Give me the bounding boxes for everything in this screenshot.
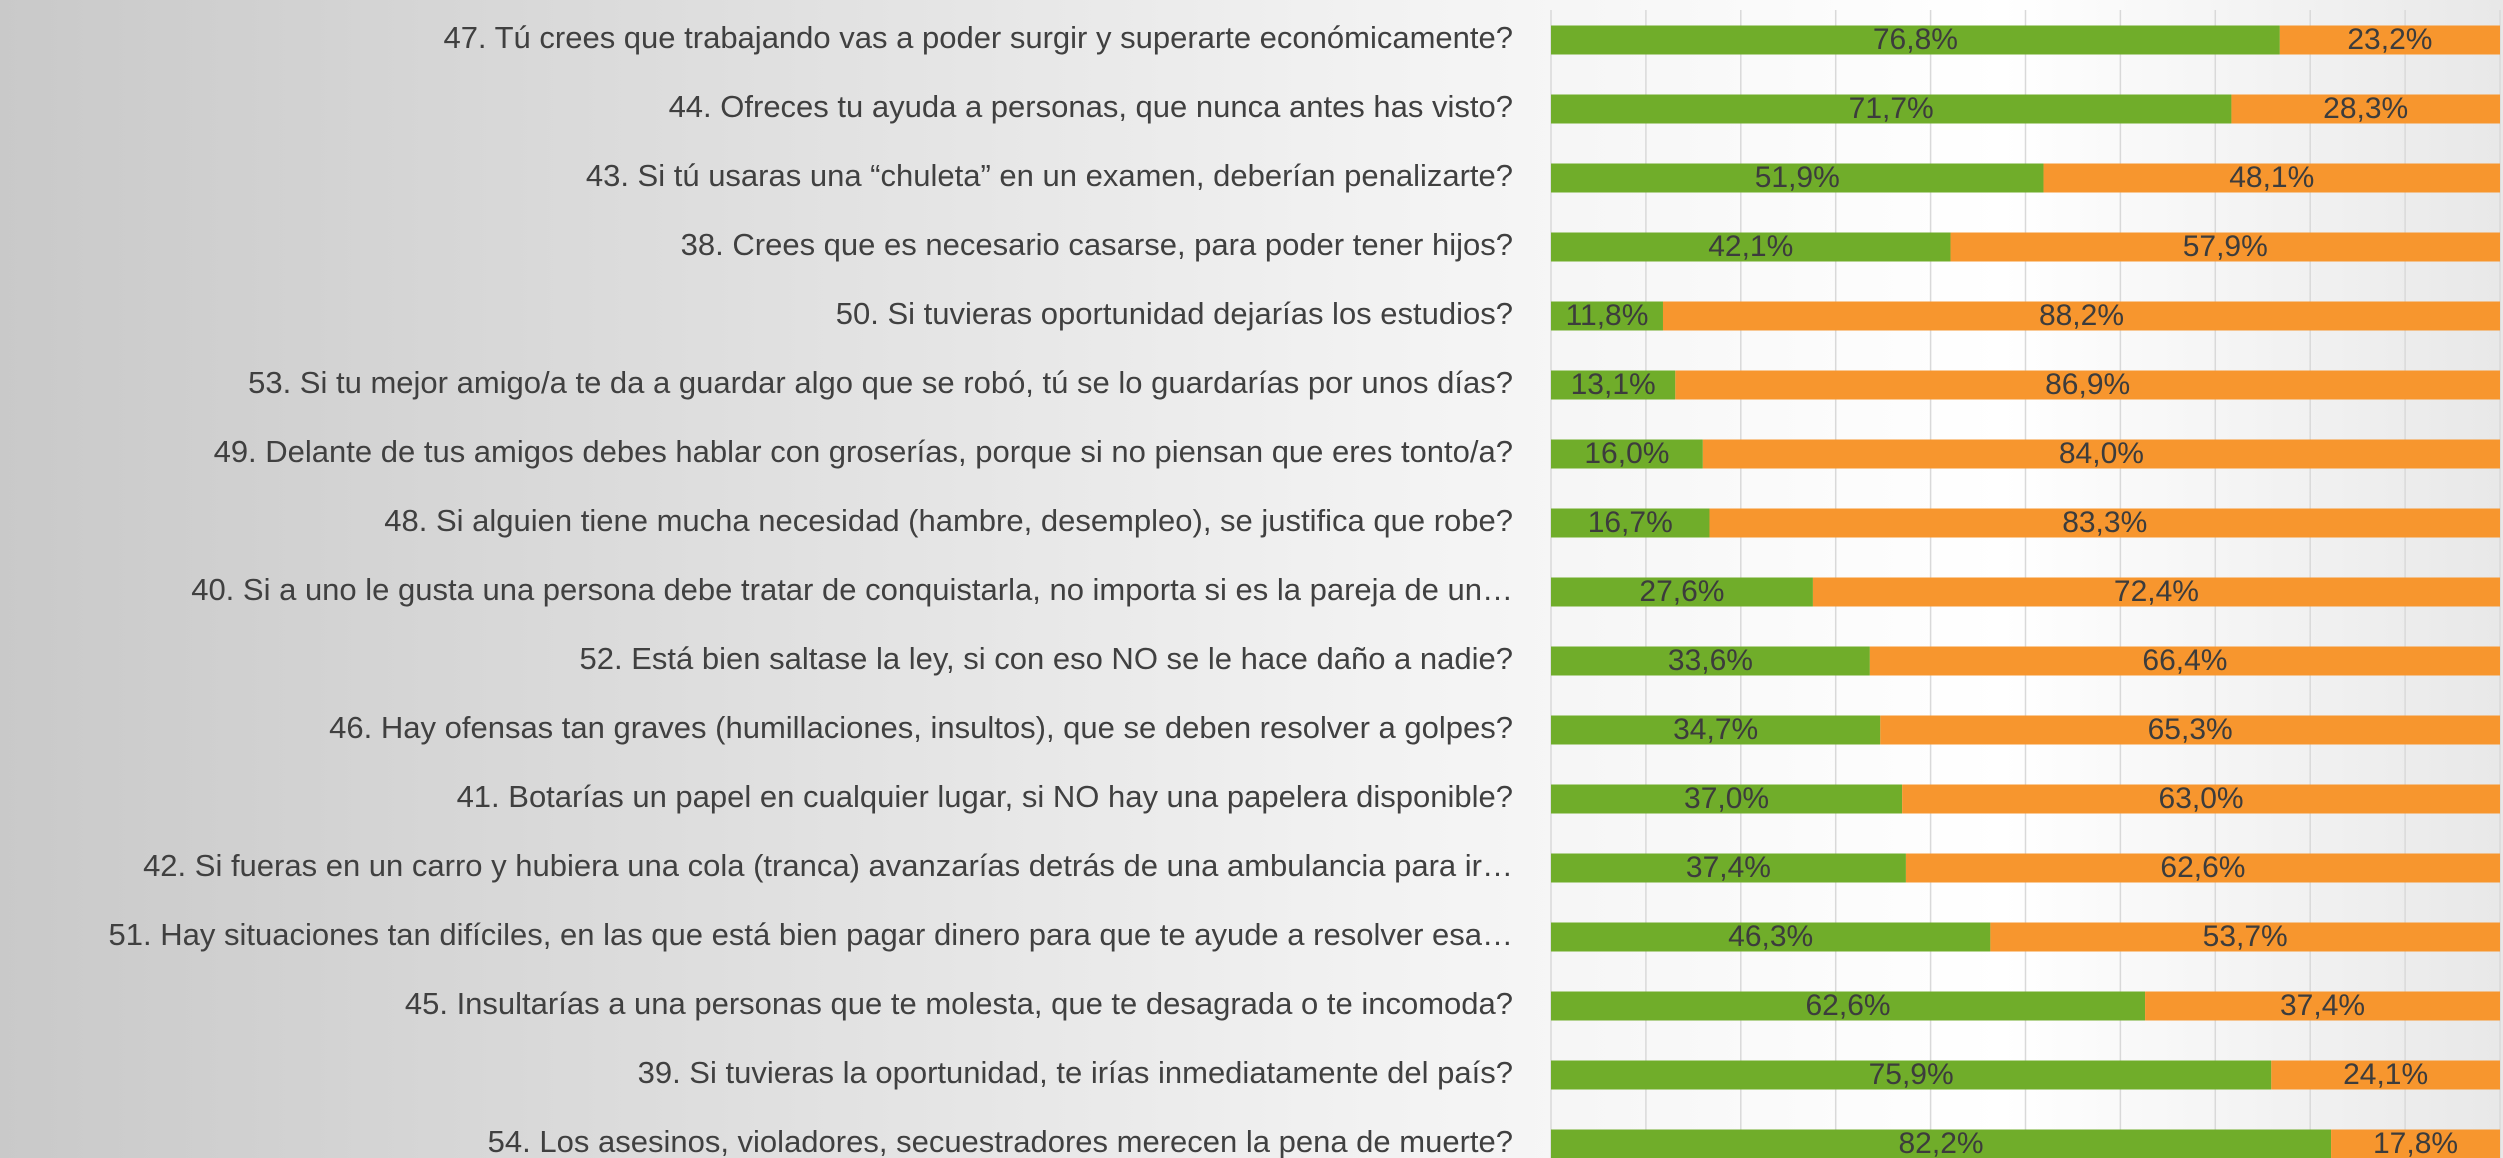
category-label: 46. Hay ofensas tan graves (humillacione… [329,710,1513,745]
bar-segment [1662,301,2500,331]
bar-segment [2279,25,2500,55]
value-label: 71,7% [1849,92,1934,125]
bar-segment [1709,508,2500,538]
category-label: 47. Tú crees que trabajando vas a poder … [443,20,1513,55]
category-label: 45. Insultarías a una personas que te mo… [405,986,1513,1021]
category-label: 51. Hay situaciones tan difíciles, en la… [109,917,1513,952]
value-label: 57,9% [2183,230,2268,263]
bar-segment [1551,577,1813,607]
category-label: 52. Está bien saltase la ley, si con eso… [580,641,1513,676]
bar-segment [1551,232,1951,262]
value-label: 16,7% [1588,506,1673,539]
value-label: 34,7% [1673,713,1758,746]
category-label: 53. Si tu mejor amigo/a te da a guardar … [248,365,1513,400]
value-label: 51,9% [1755,161,1840,194]
value-label: 11,8% [1566,299,1649,332]
value-label: 83,3% [2062,506,2147,539]
value-label: 27,6% [1639,575,1724,608]
category-label: 54. Los asesinos, violadores, secuestrad… [488,1124,1513,1158]
bar-segment [1950,232,2500,262]
value-label: 46,3% [1728,920,1813,953]
bar-segment [1902,784,2500,814]
bar-segment [1551,922,1991,952]
value-label: 82,2% [1898,1127,1983,1158]
category-label: 39. Si tuvieras la oportunidad, te irías… [638,1055,1513,1090]
value-label: 86,9% [2045,368,2130,401]
value-label: 63,0% [2159,782,2244,815]
category-label: 44. Ofreces tu ayuda a personas, que nun… [669,89,1513,124]
bar-segment [1551,646,1870,676]
bar-segment [1551,94,2232,124]
bar-segment [1869,646,2500,676]
category-label: 48. Si alguien tiene mucha necesidad (ha… [384,503,1513,538]
value-label: 37,4% [1686,851,1771,884]
category-label: 42. Si fueras en un carro y hubiera una … [143,848,1513,883]
bar-segment [2043,163,2500,193]
value-label: 65,3% [2148,713,2233,746]
bar-segment [1551,1129,2332,1158]
value-label: 72,4% [2114,575,2199,608]
category-label: 41. Botarías un papel en cualquier lugar… [457,779,1513,814]
value-label: 53,7% [2203,920,2288,953]
value-label: 42,1% [1708,230,1793,263]
bar-segment [1551,784,1903,814]
category-label: 43. Si tú usaras una “chuleta” en un exa… [586,158,1513,193]
bar-segment [1551,715,1881,745]
bar-segment [2271,1060,2500,1090]
value-label: 76,8% [1873,23,1958,56]
bar-segment [1812,577,2500,607]
value-label: 88,2% [2039,299,2124,332]
value-label: 17,8% [2373,1127,2458,1158]
category-label: 38. Crees que es necesario casarse, para… [681,227,1513,262]
bar-segment [1551,301,1663,331]
bar-segment [1702,439,2500,469]
value-label: 84,0% [2059,437,2144,470]
bar-segment [1551,1060,2272,1090]
bar-segment [1675,370,2500,400]
bar-segment [2331,1129,2500,1158]
value-label: 48,1% [2229,161,2314,194]
bar-segment [2145,991,2500,1021]
bar-segment [1551,991,2146,1021]
bar-segment [1551,853,1906,883]
category-label: 49. Delante de tus amigos debes hablar c… [214,434,1513,469]
bar-segment [1551,25,2280,55]
category-label: 40. Si a uno le gusta una persona debe t… [191,572,1513,607]
bar-segment [2231,94,2500,124]
bar-segment [1905,853,2500,883]
bar-segment [1551,508,1710,538]
value-label: 23,2% [2347,23,2432,56]
value-label: 13,1% [1571,368,1656,401]
value-label: 75,9% [1869,1058,1954,1091]
value-label: 28,3% [2323,92,2408,125]
value-label: 37,0% [1684,782,1769,815]
bar-segment [1551,163,2044,193]
value-label: 16,0% [1584,437,1669,470]
category-label: 50. Si tuvieras oportunidad dejarías los… [836,296,1513,331]
value-label: 66,4% [2142,644,2227,677]
value-label: 33,6% [1668,644,1753,677]
value-label: 62,6% [1805,989,1890,1022]
bar-segment [1551,439,1703,469]
bar-segment [1880,715,2500,745]
value-label: 37,4% [2280,989,2365,1022]
bar-segment [1551,370,1676,400]
bar-segment [1990,922,2500,952]
value-label: 24,1% [2343,1058,2428,1091]
value-label: 62,6% [2160,851,2245,884]
